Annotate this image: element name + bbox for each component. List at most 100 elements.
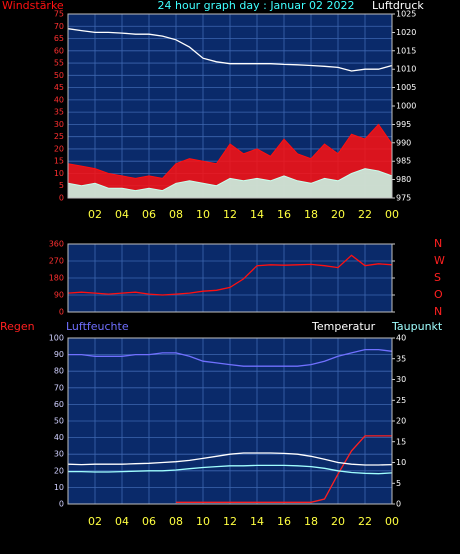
y-tick-label: 70 — [54, 22, 64, 31]
x-tick-label: 20 — [331, 515, 345, 528]
y2-tick-label: 10 — [396, 458, 406, 467]
y-tick-label: 90 — [54, 291, 64, 300]
x-tick-label: 20 — [331, 208, 345, 221]
chart-title: 24 hour graph day : Januar 02 2022 — [158, 0, 355, 12]
x-tick-label: 02 — [88, 515, 102, 528]
y2-tick-label: 1000 — [396, 102, 416, 111]
y2-tick-label: 1010 — [396, 65, 416, 74]
x-tick-label: 22 — [358, 208, 372, 221]
x-tick-label: 02 — [88, 208, 102, 221]
y-tick-label: 55 — [54, 59, 64, 68]
y2-tick-label: 995 — [396, 120, 411, 129]
x-tick-label: 00 — [385, 515, 399, 528]
y-tick-label: 0 — [59, 500, 64, 509]
plot-border — [67, 13, 393, 199]
y-tick-label: 65 — [54, 34, 64, 43]
x-tick-label: 04 — [115, 208, 129, 221]
y-tick-label: 35 — [54, 108, 64, 117]
y2-tick-label: 20 — [396, 417, 406, 426]
y-tick-label: 40 — [54, 95, 64, 104]
series-line — [67, 452, 393, 466]
x-tick-label: 16 — [277, 208, 291, 221]
series-label: Luftdruck — [372, 0, 424, 12]
plot-border — [67, 337, 393, 505]
y-tick-label: 50 — [54, 71, 64, 80]
y-tick-label: 30 — [54, 120, 64, 129]
series-label: Taupunkt — [391, 320, 443, 333]
series-label: Regen — [0, 320, 35, 333]
y2-tick-label: 15 — [396, 437, 406, 446]
y-tick-label: 0 — [59, 194, 64, 203]
x-tick-label: 08 — [169, 515, 183, 528]
y2-tick-label: 1020 — [396, 28, 416, 37]
series-label: Luftfeuchte — [66, 320, 129, 333]
y-tick-label: 15 — [54, 157, 64, 166]
x-tick-label: 16 — [277, 515, 291, 528]
y2-tick-label: 980 — [396, 175, 411, 184]
y-tick-label: 25 — [54, 132, 64, 141]
series-line — [67, 254, 393, 296]
y2-tick-label: 1015 — [396, 46, 416, 55]
y2-tick-label: 0 — [396, 500, 401, 509]
x-tick-label: 10 — [196, 515, 210, 528]
series-line — [67, 28, 393, 72]
y-tick-label: 0 — [59, 308, 64, 317]
y2-tick-label: 1005 — [396, 83, 416, 92]
y2-tick-label: 990 — [396, 138, 411, 147]
y-tick-label: 20 — [54, 466, 64, 475]
x-tick-label: 12 — [223, 515, 237, 528]
y2-tick-label: O — [434, 288, 443, 301]
y-tick-label: 70 — [54, 383, 64, 392]
y2-tick-label: 975 — [396, 194, 411, 203]
x-tick-label: 08 — [169, 208, 183, 221]
y2-tick-label: 985 — [396, 157, 411, 166]
y-tick-label: 10 — [54, 483, 64, 492]
y2-tick-label: 1025 — [396, 10, 416, 19]
series-line — [68, 348, 393, 367]
y-tick-label: 75 — [54, 10, 64, 19]
y-tick-label: 100 — [49, 334, 64, 343]
series-line — [176, 435, 392, 503]
y2-tick-label: W — [434, 254, 445, 267]
y-tick-label: 90 — [54, 350, 64, 359]
y-tick-label: 5 — [59, 181, 64, 190]
series-area — [67, 168, 393, 199]
x-tick-label: 18 — [304, 515, 318, 528]
y-tick-label: 80 — [54, 367, 64, 376]
y-tick-label: 10 — [54, 169, 64, 178]
y2-tick-label: 5 — [396, 479, 401, 488]
y-tick-label: 20 — [54, 144, 64, 153]
y2-tick-label: 40 — [396, 334, 406, 343]
y-tick-label: 50 — [54, 417, 64, 426]
y-tick-label: 270 — [49, 257, 64, 266]
x-tick-label: 00 — [385, 208, 399, 221]
y2-tick-label: N — [434, 237, 442, 250]
series-line — [68, 464, 393, 475]
x-tick-label: 04 — [115, 515, 129, 528]
y2-tick-label: 30 — [396, 375, 406, 384]
x-tick-label: 22 — [358, 515, 372, 528]
x-tick-label: 06 — [142, 208, 156, 221]
x-tick-label: 14 — [250, 208, 264, 221]
series-label: Temperatur — [311, 320, 376, 333]
y-tick-label: 30 — [54, 450, 64, 459]
y-tick-label: 360 — [49, 240, 64, 249]
y2-tick-label: N — [434, 305, 442, 318]
x-tick-label: 18 — [304, 208, 318, 221]
x-tick-label: 14 — [250, 515, 264, 528]
y-tick-label: 45 — [54, 83, 64, 92]
y-tick-label: 60 — [54, 400, 64, 409]
y-tick-label: 40 — [54, 433, 64, 442]
y2-tick-label: 25 — [396, 396, 406, 405]
y-tick-label: 60 — [54, 46, 64, 55]
y2-tick-label: S — [434, 271, 441, 284]
series-area — [67, 123, 393, 199]
plot-border — [67, 243, 393, 313]
y2-tick-label: 35 — [396, 354, 406, 363]
series-label: Windstärke — [2, 0, 64, 12]
x-tick-label: 06 — [142, 515, 156, 528]
x-tick-label: 10 — [196, 208, 210, 221]
x-tick-label: 12 — [223, 208, 237, 221]
y-tick-label: 180 — [49, 274, 64, 283]
